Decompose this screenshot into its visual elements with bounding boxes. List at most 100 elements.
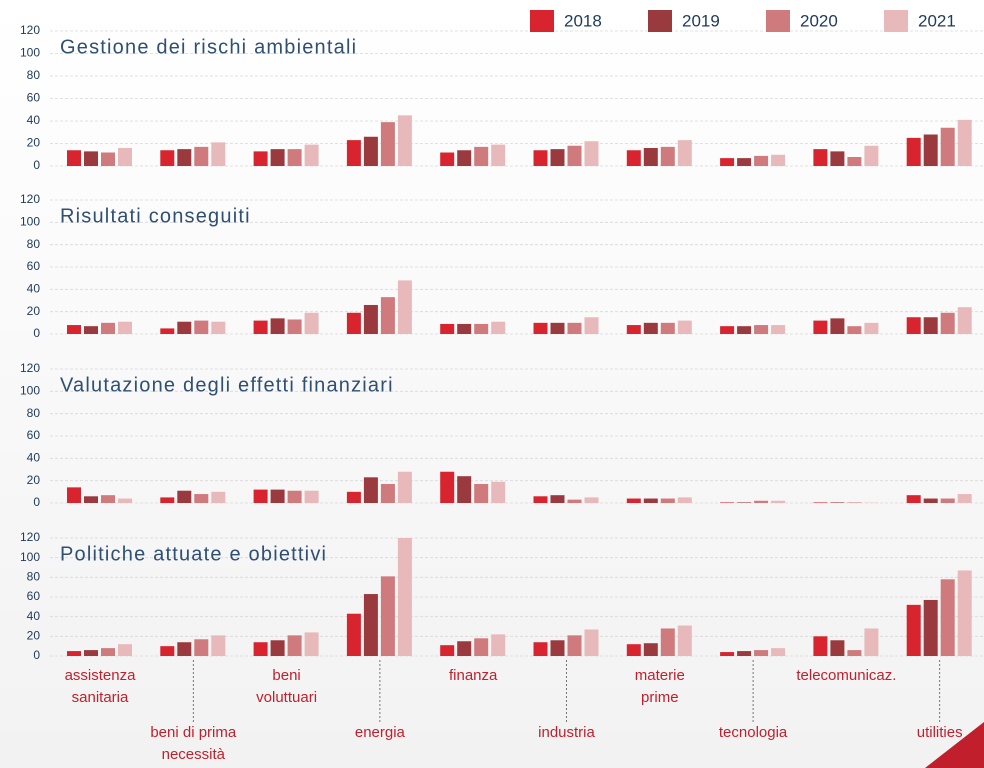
bar	[771, 154, 786, 166]
bar	[643, 498, 658, 503]
bar	[474, 638, 489, 656]
bar	[304, 144, 319, 166]
y-tick-label: 100	[20, 215, 40, 229]
bar	[940, 498, 955, 503]
y-tick-label: 20	[27, 304, 41, 318]
x-tick-label: assistenza sanitaria	[64, 667, 136, 706]
legend-label: 2021	[918, 11, 956, 30]
bar	[584, 629, 599, 656]
bar	[457, 150, 472, 166]
bar	[847, 502, 862, 503]
bar	[923, 498, 938, 503]
bar	[440, 645, 455, 656]
bar	[813, 502, 828, 503]
bar	[940, 579, 955, 656]
bar	[643, 643, 658, 656]
bar	[253, 489, 268, 503]
bar	[677, 320, 692, 334]
x-tick-label: energia	[354, 724, 405, 741]
bar	[160, 646, 175, 656]
bar	[906, 604, 921, 656]
bar	[304, 632, 319, 656]
bar	[737, 158, 752, 166]
bar	[160, 328, 175, 334]
bar	[118, 148, 132, 166]
bar	[830, 318, 845, 334]
x-tick-label: telecomunicaz.	[796, 667, 897, 684]
bar	[177, 149, 192, 166]
bar	[813, 636, 828, 656]
bar	[118, 321, 132, 334]
y-tick-label: 40	[27, 113, 41, 127]
bar	[737, 651, 752, 656]
bar	[160, 150, 175, 166]
bar	[957, 494, 972, 503]
bar	[363, 477, 378, 503]
bar	[491, 144, 506, 166]
bar	[957, 119, 972, 166]
bar	[754, 155, 769, 166]
bar	[457, 641, 472, 656]
bar	[550, 149, 565, 166]
bar	[771, 648, 786, 656]
bar	[177, 490, 192, 503]
bar	[643, 148, 658, 166]
legend-swatch	[648, 10, 672, 32]
bar	[346, 140, 361, 166]
bar	[346, 312, 361, 334]
bar	[270, 640, 285, 656]
bar	[830, 151, 845, 166]
y-tick-label: 120	[20, 23, 40, 37]
y-tick-label: 20	[27, 629, 41, 643]
bar	[397, 538, 412, 656]
bar	[211, 491, 226, 503]
bar	[720, 326, 735, 334]
bar	[533, 496, 548, 503]
bar	[550, 640, 565, 656]
y-tick-label: 100	[20, 550, 40, 564]
bar	[363, 304, 378, 334]
bar	[737, 326, 752, 334]
bar	[567, 145, 582, 166]
bar	[287, 490, 302, 503]
bar	[397, 115, 412, 166]
bar	[101, 648, 115, 656]
bar	[270, 489, 285, 503]
bar	[847, 157, 862, 166]
bar	[754, 325, 769, 334]
bar	[84, 326, 98, 334]
bar	[67, 651, 81, 656]
y-tick-label: 100	[20, 384, 40, 398]
bar	[363, 136, 378, 166]
bar	[584, 317, 599, 334]
bar	[584, 497, 599, 503]
bar	[253, 320, 268, 334]
bar	[304, 490, 319, 503]
bar	[677, 625, 692, 656]
bar	[660, 498, 675, 503]
bar	[906, 137, 921, 166]
bar	[346, 491, 361, 503]
bar	[720, 158, 735, 166]
bar	[940, 127, 955, 166]
bar	[660, 146, 675, 166]
x-tick-label: tecnologia	[718, 724, 788, 741]
bar	[67, 487, 81, 503]
bar	[67, 150, 81, 166]
bar	[864, 145, 879, 166]
y-tick-label: 60	[27, 428, 41, 442]
bar	[194, 320, 209, 334]
bar	[440, 152, 455, 166]
bar	[457, 323, 472, 334]
y-tick-label: 40	[27, 451, 41, 465]
bar	[380, 484, 395, 503]
bar	[957, 570, 972, 656]
bar	[626, 325, 641, 334]
x-tick-label: materie prime	[634, 667, 685, 706]
bar	[830, 640, 845, 656]
y-tick-label: 20	[27, 473, 41, 487]
y-tick-label: 0	[33, 326, 40, 340]
bar	[677, 140, 692, 166]
bar	[813, 149, 828, 166]
bar	[270, 318, 285, 334]
